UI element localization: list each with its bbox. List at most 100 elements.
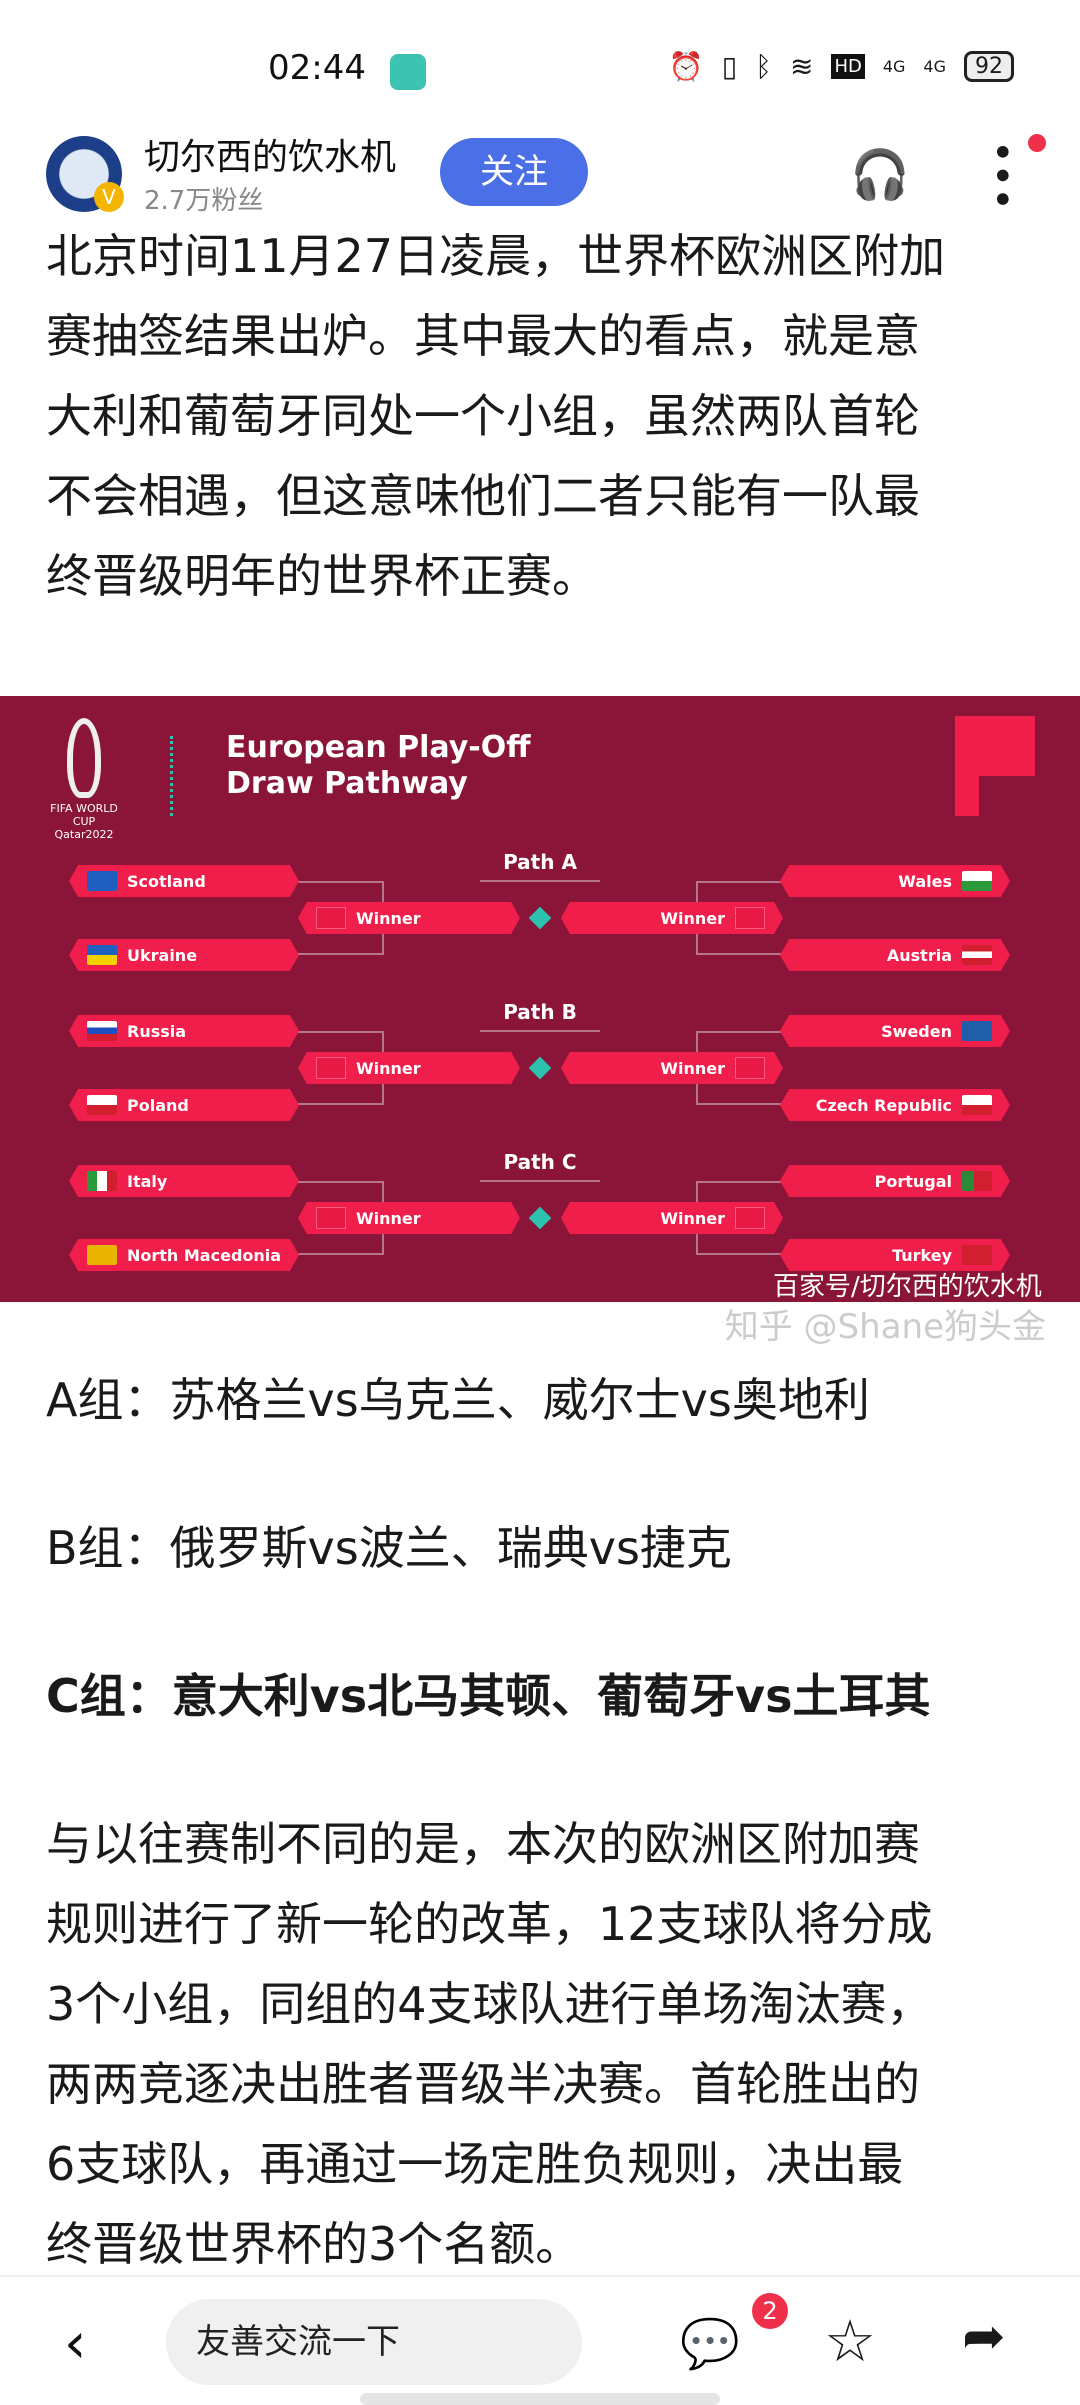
winner-placeholder — [316, 1207, 346, 1229]
fifa-logo: FIFA WORLD CUP Qatar2022 — [44, 718, 124, 841]
bluetooth-icon: ᛒ — [755, 50, 772, 83]
group-a: A组：苏格兰vs乌克兰、威尔士vs奥地利 — [46, 1373, 870, 1427]
team-pill[interactable]: Turkey — [780, 1239, 1010, 1271]
share-icon[interactable]: ➦ — [962, 2307, 1006, 2367]
winner-label: Winner — [660, 908, 725, 928]
flag-icon — [87, 1245, 117, 1265]
team-name: Portugal — [874, 1171, 952, 1191]
team-pill[interactable]: Russia — [69, 1015, 299, 1047]
app-notification-icon — [390, 54, 426, 90]
winner-placeholder — [316, 907, 346, 929]
text-line: 终晋级明年的世界杯正赛。 — [46, 549, 598, 603]
team-pill[interactable]: Czech Republic — [780, 1089, 1010, 1121]
winner-label: Winner — [660, 1058, 725, 1078]
flag-icon — [962, 1171, 992, 1191]
text-line: 不会相遇，但这意味他们二者只能有一队最 — [46, 469, 920, 523]
team-pill[interactable]: Scotland — [69, 865, 299, 897]
versus-icon — [528, 1206, 552, 1230]
winner-placeholder — [735, 1057, 765, 1079]
follow-button[interactable]: 关注 — [440, 138, 588, 206]
vibrate-icon: ▯ — [721, 50, 738, 83]
versus-icon — [528, 906, 552, 930]
comment-icon[interactable]: 💬 — [680, 2316, 740, 2372]
flag-icon — [962, 1245, 992, 1265]
text-line: 北京时间11月27日凌晨，世界杯欧洲区附加 — [46, 229, 946, 283]
winner-pill: Winner — [298, 1052, 520, 1084]
path-label: Path B — [503, 1000, 577, 1024]
flag-icon — [962, 871, 992, 891]
team-pill[interactable]: Italy — [69, 1165, 299, 1197]
team-name: Austria — [886, 945, 952, 965]
team-name: North Macedonia — [127, 1245, 282, 1265]
text-line: 终晋级世界杯的3个名额。 — [46, 2217, 582, 2271]
flag-icon — [87, 871, 117, 891]
body-paragraph: 与以往赛制不同的是，本次的欧洲区附加赛 规则进行了新一轮的改革，12支球队将分成… — [46, 1804, 1046, 2284]
text-line: 赛抽签结果出炉。其中最大的看点，就是意 — [46, 309, 920, 363]
team-name: Czech Republic — [815, 1095, 952, 1115]
winner-label: Winner — [356, 1208, 421, 1228]
text-line: 3个小组，同组的4支球队进行单场淘汰赛， — [46, 1977, 933, 2031]
wifi-icon: ≋ — [789, 50, 814, 83]
watermark: 百家号/切尔西的饮水机 — [773, 1272, 1042, 1302]
author-name[interactable]: 切尔西的饮水机 — [144, 137, 397, 178]
fan-count: 2.7万粉丝 — [144, 186, 264, 216]
winner-pill: Winner — [561, 902, 783, 934]
winner-pill: Winner — [561, 1052, 783, 1084]
text-line: 两两竞逐决出胜者晋级半决赛。首轮胜出的 — [46, 2057, 920, 2111]
team-pill[interactable]: Wales — [780, 865, 1010, 897]
flag-icon — [87, 945, 117, 965]
notification-dot — [1028, 134, 1046, 152]
team-name: Sweden — [881, 1021, 952, 1041]
text-line: 规则进行了新一轮的改革，12支球队将分成 — [46, 1897, 933, 1951]
status-icons: ⏰ ▯ ᛒ ≋ HD 4G 4G 92 — [669, 50, 1014, 83]
winner-label: Winner — [660, 1208, 725, 1228]
team-pill[interactable]: Poland — [69, 1089, 299, 1121]
signal-4g-icon: 4G — [923, 57, 946, 76]
versus-icon — [528, 1056, 552, 1080]
more-icon[interactable]: ••• — [978, 140, 1024, 211]
winner-pill: Winner — [298, 902, 520, 934]
path-divider — [480, 1180, 600, 1182]
comment-input[interactable]: 友善交流一下 — [166, 2299, 582, 2385]
star-icon[interactable]: ☆ — [824, 2307, 876, 2375]
team-name: Ukraine — [127, 945, 198, 965]
team-name: Scotland — [127, 871, 206, 891]
path-divider — [480, 1030, 600, 1032]
home-indicator[interactable] — [360, 2393, 720, 2405]
team-pill[interactable]: North Macedonia — [69, 1239, 299, 1271]
group-b: B组：俄罗斯vs波兰、瑞典vs捷克 — [46, 1521, 732, 1575]
text-line: 大利和葡萄牙同处一个小组，虽然两队首轮 — [46, 389, 920, 443]
alarm-icon: ⏰ — [668, 50, 704, 83]
signal-4g-icon: 4G — [882, 57, 906, 76]
flag-icon — [962, 945, 992, 965]
bottom-bar: ‹ 友善交流一下 💬 2 ☆ ➦ — [0, 2275, 1080, 2405]
text-line: 与以往赛制不同的是，本次的欧洲区附加赛 — [46, 1817, 920, 1871]
clock: 02:44 — [268, 48, 366, 88]
path-label: Path A — [503, 850, 577, 874]
headphones-icon[interactable]: 🎧 — [850, 147, 910, 203]
flag-icon — [87, 1095, 117, 1115]
intro-paragraph: 北京时间11月27日凌晨，世界杯欧洲区附加 赛抽签结果出炉。其中最大的看点，就是… — [46, 216, 1046, 616]
team-pill[interactable]: Portugal — [780, 1165, 1010, 1197]
winner-placeholder — [735, 1207, 765, 1229]
team-pill[interactable]: Sweden — [780, 1015, 1010, 1047]
flag-icon — [962, 1095, 992, 1115]
flag-icon — [962, 1021, 992, 1041]
hd-icon: HD — [831, 54, 865, 79]
graphic-title: European Play-Off Draw Pathway — [226, 730, 531, 801]
group-c: C组：意大利vs北马其顿、葡萄牙vs土耳其 — [46, 1669, 931, 1723]
team-name: Poland — [127, 1095, 189, 1115]
back-icon[interactable]: ‹ — [64, 2311, 87, 2376]
team-pill[interactable]: Ukraine — [69, 939, 299, 971]
verified-badge: V — [94, 182, 124, 212]
team-name: Turkey — [892, 1245, 952, 1265]
divider — [170, 736, 173, 816]
flag-icon — [87, 1021, 117, 1041]
playoff-graphic[interactable]: FIFA WORLD CUP Qatar2022 European Play-O… — [0, 696, 1080, 1302]
winner-pill: Winner — [298, 1202, 520, 1234]
battery-icon: 92 — [964, 51, 1014, 82]
text-line: 6支球队，再通过一场定胜负规则，决出最 — [46, 2137, 904, 2191]
path-divider — [480, 880, 600, 882]
team-pill[interactable]: Austria — [780, 939, 1010, 971]
winner-placeholder — [735, 907, 765, 929]
